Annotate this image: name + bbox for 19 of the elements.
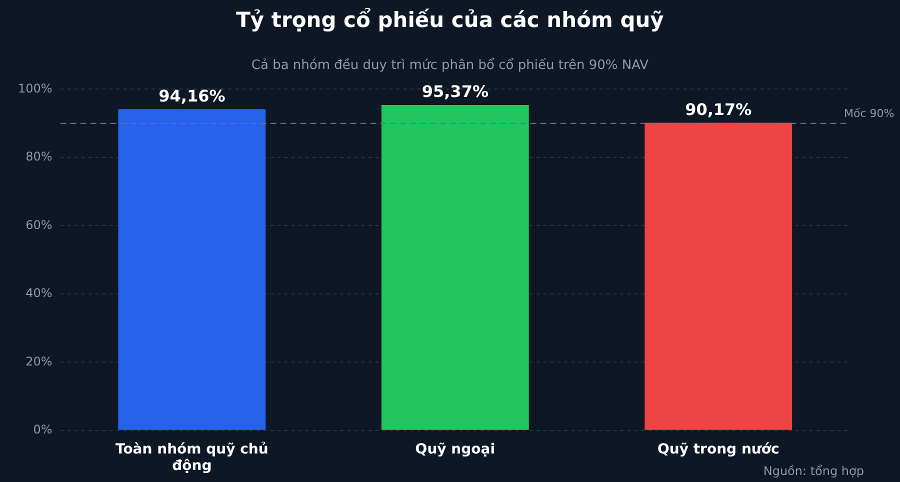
chart-subtitle: Cả ba nhóm đều duy trì mức phân bổ cổ phiếu trên 90% NAV (250, 58, 650, 73)
y-tick-label: 80% (26, 150, 52, 164)
bar (644, 122, 792, 430)
chart-title: Tỷ trọng cổ phiếu của các nhóm quỹ (235, 8, 665, 32)
x-tick-label: Toàn nhóm quỹ chủ động (116, 441, 268, 474)
x-tick-label: Quỹ ngoại (415, 441, 496, 458)
data-label: 90,17% (685, 100, 752, 119)
y-tick-label: 100% (18, 81, 52, 96)
data-label: 95,37% (422, 82, 488, 102)
bar (381, 105, 529, 430)
text: Nguồn: tổng hợp (763, 464, 864, 478)
bar (118, 109, 266, 430)
y-tick-label: 40% (26, 286, 52, 300)
y-tick-label: 20% (26, 354, 52, 368)
ref-line-label: Mốc 90% (844, 107, 894, 120)
data-label: 94,16% (158, 86, 226, 106)
x-tick-label: Quỹ trong nước (657, 441, 780, 458)
y-tick-label: 0% (33, 422, 52, 437)
y-tick-label: 60% (26, 218, 52, 232)
